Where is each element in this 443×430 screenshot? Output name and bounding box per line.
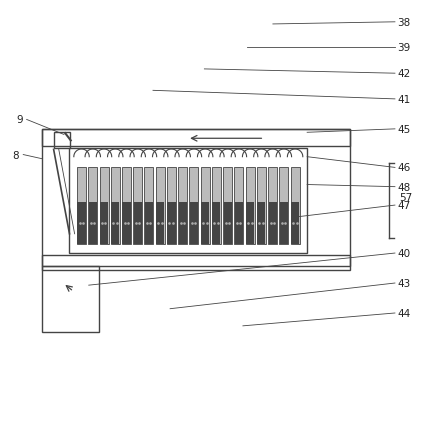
- Text: 48: 48: [397, 182, 410, 192]
- Bar: [223, 168, 232, 245]
- Bar: [77, 168, 86, 245]
- Bar: [42, 266, 100, 332]
- Bar: [156, 203, 164, 245]
- Bar: [167, 168, 176, 245]
- Text: 45: 45: [397, 125, 410, 135]
- Bar: [190, 168, 198, 245]
- Bar: [100, 203, 108, 245]
- Bar: [111, 168, 120, 245]
- Text: 41: 41: [397, 95, 410, 104]
- Text: 8: 8: [12, 150, 19, 160]
- Bar: [257, 203, 265, 245]
- Bar: [42, 255, 350, 266]
- Bar: [122, 203, 131, 245]
- Text: 47: 47: [397, 201, 410, 211]
- Bar: [145, 203, 153, 245]
- Text: 44: 44: [397, 308, 410, 318]
- Bar: [280, 203, 288, 245]
- Text: 57: 57: [399, 193, 412, 203]
- Text: 39: 39: [397, 43, 410, 53]
- Bar: [280, 168, 288, 245]
- Bar: [54, 132, 70, 149]
- Bar: [122, 168, 131, 245]
- Bar: [100, 168, 109, 245]
- Bar: [245, 168, 255, 245]
- Text: 40: 40: [397, 249, 410, 258]
- Bar: [179, 203, 187, 245]
- Text: 42: 42: [397, 69, 410, 79]
- Bar: [257, 168, 266, 245]
- Bar: [212, 168, 221, 245]
- Text: 46: 46: [397, 163, 410, 173]
- Bar: [134, 203, 142, 245]
- Bar: [246, 203, 254, 245]
- Text: 43: 43: [397, 278, 410, 289]
- Bar: [234, 168, 243, 245]
- Bar: [155, 168, 165, 245]
- Bar: [201, 168, 210, 245]
- Bar: [212, 203, 221, 245]
- Bar: [42, 129, 350, 270]
- Bar: [224, 203, 232, 245]
- Bar: [89, 203, 97, 245]
- Bar: [144, 168, 153, 245]
- Bar: [88, 168, 97, 245]
- Bar: [70, 149, 307, 253]
- Bar: [178, 168, 187, 245]
- Bar: [111, 203, 119, 245]
- Bar: [42, 129, 350, 147]
- Bar: [291, 168, 299, 245]
- Bar: [268, 203, 277, 245]
- Bar: [167, 203, 175, 245]
- Bar: [201, 203, 209, 245]
- Text: 38: 38: [397, 18, 410, 28]
- Bar: [268, 168, 277, 245]
- Bar: [190, 203, 198, 245]
- Bar: [133, 168, 142, 245]
- Bar: [78, 203, 85, 245]
- Text: 9: 9: [16, 115, 23, 125]
- Bar: [291, 203, 299, 245]
- Bar: [235, 203, 243, 245]
